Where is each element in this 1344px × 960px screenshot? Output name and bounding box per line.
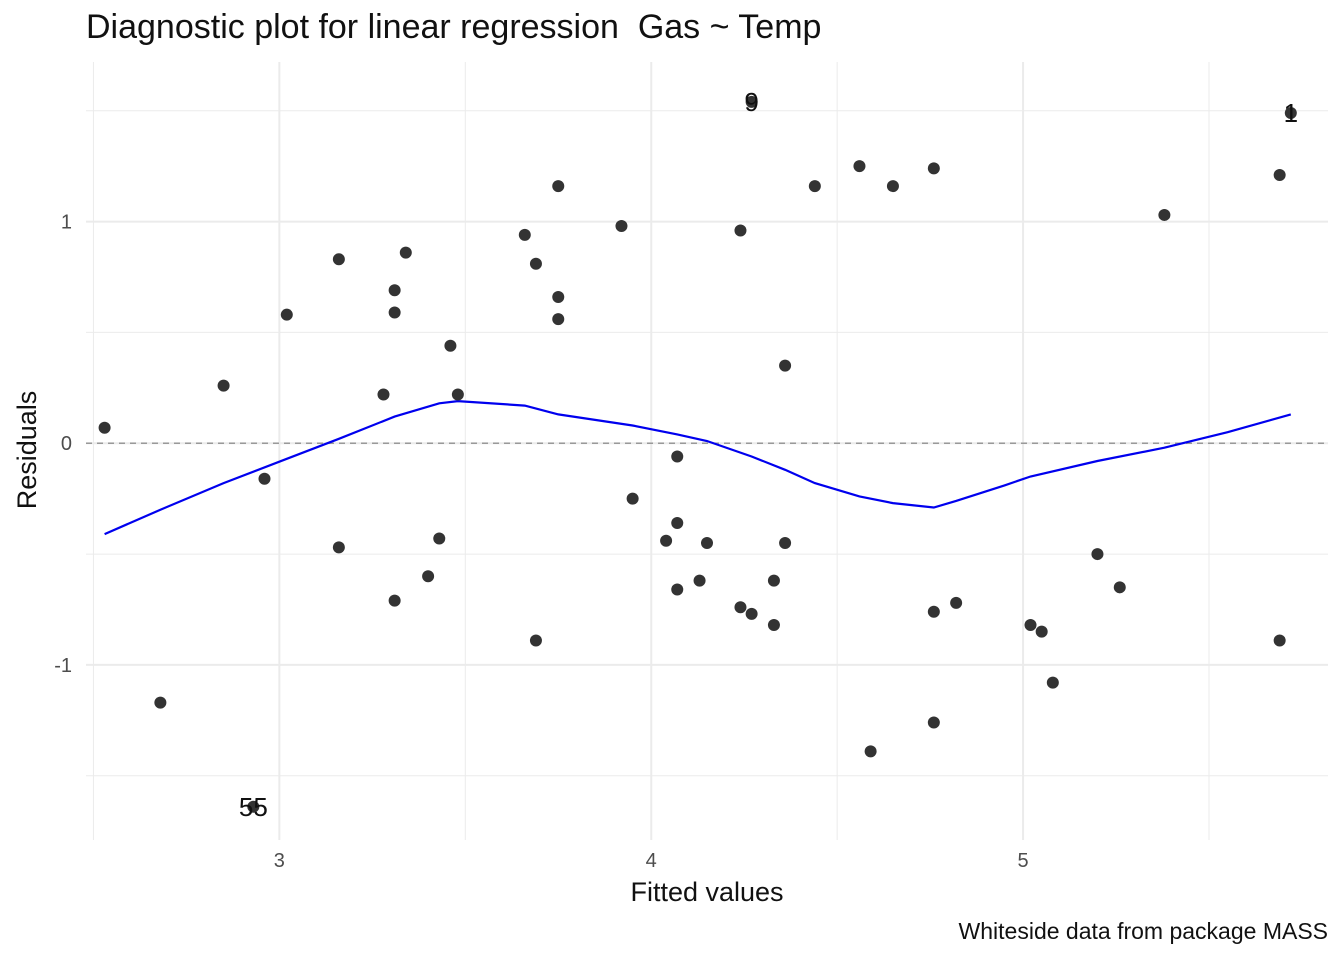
data-point	[332, 253, 345, 266]
data-point	[671, 517, 684, 530]
data-point	[399, 246, 412, 259]
data-point	[377, 388, 390, 401]
data-point	[671, 583, 684, 596]
point-label: 55	[239, 792, 268, 822]
data-point	[927, 605, 940, 618]
data-point	[767, 574, 780, 587]
data-point	[1091, 548, 1104, 561]
data-point	[552, 290, 565, 303]
x-axis-ticks: 3 4 5	[274, 850, 1029, 872]
data-point	[745, 607, 758, 620]
data-point	[626, 492, 639, 505]
data-point	[1284, 106, 1297, 119]
data-point	[217, 379, 230, 392]
residual-points	[98, 95, 1297, 813]
data-point	[767, 618, 780, 631]
data-point	[518, 228, 531, 241]
data-point	[864, 745, 877, 758]
data-point	[701, 536, 713, 549]
data-point	[808, 180, 821, 193]
data-point	[280, 308, 293, 321]
point-label: 1	[1284, 98, 1298, 128]
data-point	[529, 257, 542, 270]
data-point	[247, 800, 260, 813]
data-point	[154, 696, 167, 709]
x-tick-label: 5	[1018, 850, 1029, 872]
data-point	[388, 594, 401, 607]
loess-line	[104, 399, 1292, 536]
point-labels: 9 1 55	[239, 87, 1298, 822]
data-point	[779, 359, 792, 372]
data-point	[332, 541, 345, 554]
data-point	[1113, 581, 1126, 594]
data-point	[1024, 618, 1037, 631]
y-tick-label: -1	[54, 655, 72, 677]
data-point	[745, 95, 758, 108]
data-point	[886, 180, 899, 193]
chart-title: Diagnostic plot for linear regression Ga…	[86, 8, 822, 46]
data-point	[1158, 208, 1171, 221]
data-point	[529, 634, 542, 647]
y-tick-label: 0	[61, 433, 72, 455]
point-label: 9	[744, 87, 758, 117]
x-tick-label: 3	[274, 850, 285, 872]
smooth-trend-line	[104, 399, 1292, 536]
data-point	[693, 574, 706, 587]
data-point	[927, 716, 940, 729]
data-point	[388, 284, 401, 297]
data-point	[1273, 169, 1286, 182]
data-point	[671, 450, 684, 463]
data-point	[1035, 625, 1048, 638]
grid-lines	[86, 62, 1328, 840]
data-point	[779, 536, 792, 549]
data-point	[734, 601, 747, 614]
data-point	[1046, 676, 1059, 689]
data-point	[451, 388, 464, 401]
data-point	[927, 162, 940, 175]
data-point	[422, 570, 435, 583]
data-point	[388, 306, 401, 319]
chart-caption: Whiteside data from package MASS	[958, 918, 1328, 944]
x-tick-label: 4	[646, 850, 657, 872]
data-point	[258, 472, 271, 485]
y-axis-title: Residuals	[12, 391, 42, 510]
y-tick-label: 1	[61, 212, 72, 234]
data-point	[1273, 634, 1286, 647]
data-point	[950, 596, 963, 609]
data-point	[853, 160, 866, 173]
data-point	[552, 180, 565, 193]
data-point	[98, 421, 111, 434]
y-axis-ticks: -1 0 1	[54, 212, 72, 677]
data-point	[615, 220, 628, 233]
data-point	[433, 532, 446, 545]
data-point	[552, 313, 565, 326]
x-axis-title: Fitted values	[630, 877, 783, 907]
data-point	[444, 339, 457, 352]
data-point	[734, 224, 747, 237]
data-point	[660, 534, 673, 547]
